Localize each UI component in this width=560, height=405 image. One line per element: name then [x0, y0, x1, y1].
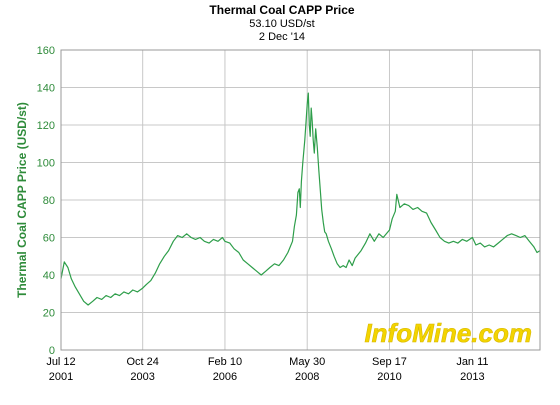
y-tick-label: 140: [37, 83, 55, 95]
y-tick-label: 100: [37, 158, 55, 170]
x-tick-label: Jul 12: [46, 356, 75, 368]
y-tick-label: 160: [37, 45, 55, 57]
y-tick-label: 60: [43, 233, 55, 245]
chart-subtitle: 53.10 USD/st: [249, 18, 314, 30]
chart-date: 2 Dec '14: [259, 31, 305, 43]
x-tick-label: Sep 17: [372, 356, 407, 368]
x-tick-year-label: 2013: [460, 371, 484, 383]
x-tick-year-label: 2006: [213, 371, 237, 383]
chart-title: Thermal Coal CAPP Price: [209, 3, 354, 17]
x-tick-label: May 30: [289, 356, 325, 368]
axes: 0 20 40 60 80 100 120 140 160 Jul 12 2001 Oct 24 200…: [37, 45, 541, 383]
y-tick-label: 120: [37, 120, 55, 132]
y-tick-label: 20: [43, 308, 55, 320]
x-tick-label: Oct 24: [126, 356, 158, 368]
x-tick-year-label: 2001: [49, 371, 73, 383]
series-layer: [60, 92, 541, 306]
x-tick-year-label: 2003: [130, 371, 154, 383]
x-tick-year-label: 2008: [295, 371, 319, 383]
x-tick-year-label: 2010: [377, 371, 401, 383]
y-axis-label: Thermal Coal CAPP Price (USD/st): [15, 102, 29, 298]
y-tick-label: 80: [43, 195, 55, 207]
watermark: InfoMine.com: [364, 318, 532, 349]
plot-border: [60, 49, 541, 351]
x-tick-label: Jan 11: [456, 356, 488, 368]
y-tick-label: 0: [49, 345, 55, 357]
x-tick-label: Feb 10: [208, 356, 242, 368]
watermark-text: InfoMine.com: [364, 318, 532, 348]
price-series-line: [60, 92, 541, 306]
y-tick-label: 40: [43, 270, 55, 282]
